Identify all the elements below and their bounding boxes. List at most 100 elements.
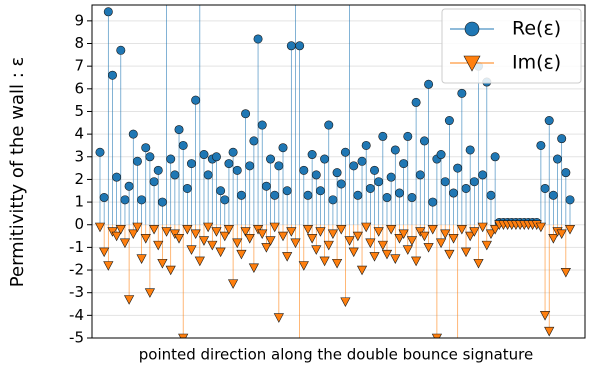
marker (361, 222, 372, 233)
marker (274, 161, 284, 171)
marker (236, 190, 246, 200)
marker (407, 193, 417, 203)
marker (394, 188, 404, 198)
marker (261, 243, 272, 253)
marker (331, 258, 343, 269)
marker (349, 161, 359, 171)
marker (340, 147, 350, 157)
marker (115, 224, 126, 235)
marker (490, 224, 501, 235)
marker (194, 256, 205, 267)
marker (124, 295, 135, 305)
marker (265, 236, 276, 246)
marker (485, 229, 497, 240)
marker (299, 165, 309, 175)
marker (353, 190, 363, 200)
marker (361, 140, 371, 150)
marker (286, 227, 297, 237)
marker (402, 245, 413, 255)
marker (348, 247, 359, 258)
marker (419, 136, 429, 146)
marker (149, 177, 159, 187)
marker (132, 156, 142, 166)
marker (311, 245, 322, 255)
marker (440, 229, 451, 240)
marker (190, 229, 201, 240)
marker (182, 183, 192, 193)
marker (544, 116, 554, 126)
y-tick-label: 9 (74, 11, 84, 29)
marker (377, 240, 388, 251)
y-tick-label: 1 (74, 193, 84, 211)
marker (403, 131, 413, 141)
marker (273, 313, 284, 323)
marker (99, 193, 109, 203)
marker (344, 236, 355, 246)
marker (244, 234, 255, 244)
marker (436, 150, 446, 160)
legend-label: Re(ε) (512, 18, 561, 40)
marker (448, 234, 459, 244)
marker (556, 229, 567, 240)
marker (211, 152, 221, 162)
marker (465, 145, 475, 155)
marker (324, 120, 334, 130)
legend-marker (464, 21, 480, 37)
marker (369, 252, 380, 262)
marker (370, 165, 380, 175)
marker (327, 229, 339, 240)
marker (232, 165, 242, 175)
marker (186, 245, 197, 255)
marker (257, 120, 267, 130)
marker (116, 45, 126, 55)
marker (119, 238, 131, 249)
marker (336, 179, 346, 189)
plot-frame (91, 4, 586, 339)
marker (352, 231, 363, 242)
x-axis-label: pointed direction along the double bounc… (139, 346, 534, 364)
y-tick-label: -2 (69, 261, 84, 279)
marker (561, 168, 571, 178)
marker (411, 97, 421, 107)
marker (282, 252, 293, 262)
marker (103, 261, 114, 271)
y-tick-label: 5 (74, 102, 84, 120)
marker (248, 263, 259, 274)
marker (128, 129, 138, 139)
marker (227, 279, 239, 289)
marker (232, 238, 243, 249)
marker (266, 154, 276, 164)
marker (148, 224, 160, 235)
marker (457, 88, 467, 98)
marker (153, 240, 164, 251)
marker (253, 34, 263, 44)
marker (286, 41, 296, 51)
marker (166, 154, 176, 164)
y-tick-label: 6 (74, 79, 84, 97)
marker (406, 236, 418, 246)
y-tick-label: -5 (69, 329, 84, 347)
marker (323, 240, 334, 251)
marker (311, 170, 321, 180)
marker (240, 227, 251, 237)
marker (548, 190, 558, 200)
marker (103, 7, 113, 17)
marker (557, 134, 567, 144)
marker (340, 297, 351, 307)
marker (320, 154, 330, 164)
marker (469, 177, 479, 187)
marker (203, 170, 213, 180)
marker (461, 183, 471, 193)
marker (415, 170, 425, 180)
marker (427, 224, 438, 235)
legend-label: Im(ε) (512, 52, 561, 74)
plot-area (94, 5, 576, 338)
marker (544, 326, 555, 337)
marker (295, 41, 305, 51)
marker (411, 256, 422, 267)
marker (394, 234, 405, 244)
marker (373, 227, 384, 237)
y-tick-label: 8 (74, 34, 84, 52)
marker (486, 190, 496, 200)
legend: Re(ε) Im(ε) (441, 8, 582, 84)
